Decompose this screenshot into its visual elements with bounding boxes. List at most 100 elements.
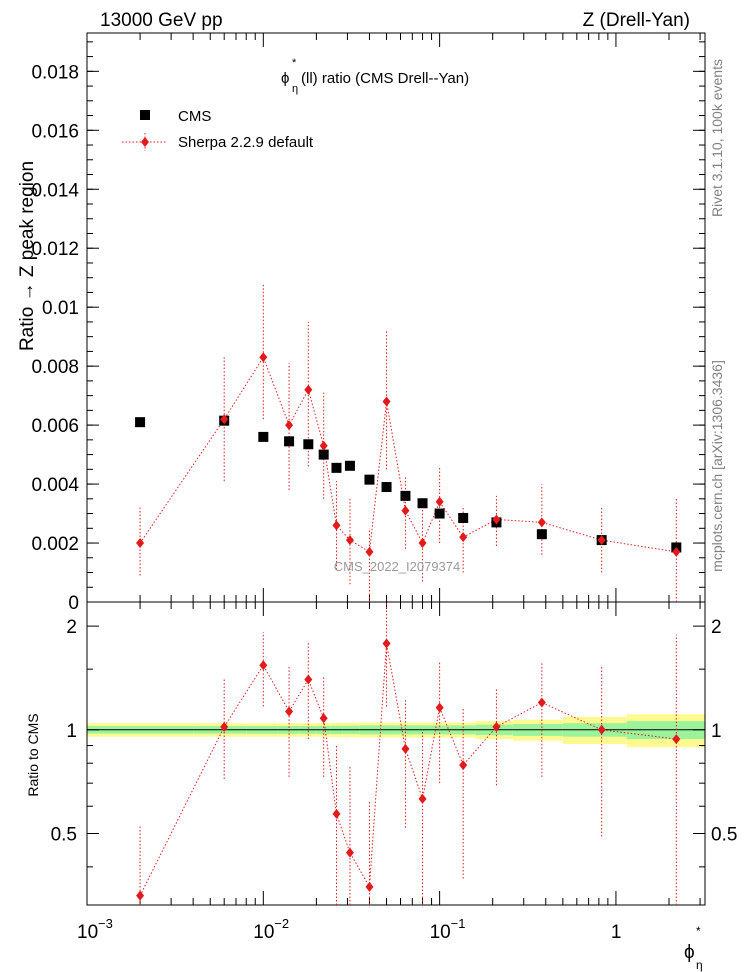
cms-point-10 [400, 490, 411, 501]
mc-ratio-line [139, 643, 677, 896]
sherpa-ratio-point-3 [285, 706, 294, 717]
ratio-bands [87, 714, 705, 748]
sherpa-point-12 [435, 496, 444, 507]
sherpa-point-4 [304, 384, 313, 395]
x-axis-sup: * [696, 924, 701, 938]
sherpa-point-8 [365, 546, 374, 557]
sherpa-ratio-point-13 [459, 760, 468, 771]
mcplots-label: mcplots.cern.ch [arXiv:1306.3436] [709, 360, 725, 572]
y-tick-label-1: 0.002 [31, 534, 79, 555]
sherpa-point-10 [401, 505, 410, 516]
legend-mc-label: Sherpa 2.2.9 default [178, 134, 314, 151]
ratio-tick-label-right-0: 0.5 [711, 824, 737, 845]
sherpa-point-1 [220, 414, 229, 425]
x-axis-sub: η [696, 958, 703, 972]
legend-cms-label: CMS [178, 108, 211, 125]
mc-markers [136, 352, 681, 901]
x-tick-label-2: 10 [430, 922, 451, 943]
ratio-tick-label-2: 2 [66, 617, 77, 638]
header-left: 13000 GeV pp [100, 10, 223, 31]
cms-point-5 [318, 449, 329, 460]
y-tick-label-3: 0.006 [31, 416, 79, 437]
y-tick-label-0: 0 [68, 593, 79, 614]
watermark: CMS_2022_I2079374 [334, 559, 461, 574]
sherpa-ratio-point-2 [259, 660, 268, 671]
sherpa-ratio-point-16 [597, 724, 606, 735]
x-tick-label-0: 10 [77, 922, 98, 943]
sherpa-point-13 [459, 532, 468, 543]
sherpa-point-0 [136, 538, 145, 549]
title-sub: η [292, 83, 298, 95]
sherpa-ratio-point-15 [537, 697, 546, 708]
mc-error-bars [139, 283, 677, 905]
main-grid-ticks: 0 0.002 0.004 0.006 0.008 0.01 0.012 0.014 0.016… [31, 33, 737, 943]
x-tick-label-1: 10 [253, 922, 274, 943]
title-rest: (ll) ratio (CMS Drell--Yan) [301, 70, 469, 87]
cms-point-4 [303, 439, 314, 450]
cms-point-9 [381, 482, 392, 493]
sherpa-ratio-point-8 [365, 881, 374, 892]
y-tick-label-4: 0.008 [31, 357, 79, 378]
x-tick-label-exp-1: −2 [274, 916, 289, 931]
sherpa-point-5 [319, 440, 328, 451]
sherpa-ratio-point-4 [304, 674, 313, 685]
x-axis-phi: ϕ [684, 942, 695, 963]
sherpa-point-9 [382, 396, 391, 407]
sherpa-ratio-point-7 [345, 847, 354, 858]
ratio-tick-label-right-1: 1 [711, 721, 722, 742]
sherpa-point-6 [332, 520, 341, 531]
rivet-label: Rivet 3.1.10, 100k events [709, 59, 725, 217]
cms-point-13 [458, 512, 469, 523]
x-tick-label-exp-2: −1 [451, 916, 466, 931]
x-tick-label-3: 1 [611, 922, 622, 943]
sherpa-ratio-point-9 [382, 638, 391, 649]
y-tick-label-9: 0.018 [31, 62, 79, 83]
y-tick-label-5: 0.01 [42, 298, 79, 319]
sherpa-ratio-point-1 [220, 721, 229, 732]
ratio-tick-label-right-2: 2 [711, 617, 722, 638]
x-axis-title: ϕ * η [684, 924, 703, 972]
sherpa-ratio-point-11 [418, 793, 427, 804]
ratio-tick-label-0: 0.5 [51, 824, 77, 845]
cms-point-12 [434, 508, 445, 519]
plot-title: ϕ * η (ll) ratio (CMS Drell--Yan) [281, 57, 469, 95]
sherpa-ratio-point-14 [492, 721, 501, 732]
legend-cms-marker [140, 110, 150, 120]
cms-point-15 [536, 529, 547, 540]
sherpa-point-11 [418, 538, 427, 549]
y-axis-label: Ratio → Z peak region [17, 161, 38, 351]
sherpa-point-7 [345, 535, 354, 546]
y-tick-label-7: 0.014 [31, 180, 79, 201]
sherpa-point-2 [259, 352, 268, 363]
mc-connecting-line [139, 356, 677, 553]
cms-point-0 [135, 417, 146, 428]
sherpa-ratio-point-5 [319, 713, 328, 724]
sherpa-ratio-point-10 [401, 743, 410, 754]
title-phi: ϕ [281, 70, 289, 87]
y-tick-label-6: 0.012 [31, 239, 79, 260]
x-tick-label-exp-0: −3 [98, 916, 113, 931]
ratio-y-axis-label: Ratio to CMS [25, 713, 41, 796]
ratio-tick-label-1: 1 [66, 721, 77, 742]
sherpa-point-16 [597, 535, 606, 546]
sherpa-ratio-point-0 [136, 890, 145, 901]
y-tick-label-2: 0.004 [31, 475, 79, 496]
y-tick-label-8: 0.016 [31, 121, 79, 142]
cms-point-11 [417, 498, 428, 509]
header-right: Z (Drell-Yan) [583, 10, 690, 31]
sherpa-point-15 [537, 517, 546, 528]
cms-point-3 [284, 436, 295, 447]
cms-point-6 [331, 462, 342, 473]
sherpa-point-14 [492, 514, 501, 525]
cms-point-8 [364, 474, 375, 485]
legend-mc-marker [141, 137, 149, 147]
cms-point-2 [258, 431, 269, 442]
sherpa-ratio-point-6 [332, 808, 341, 819]
title-sup: * [292, 57, 297, 69]
sherpa-point-17 [672, 546, 681, 557]
data-markers [135, 415, 682, 553]
sherpa-point-3 [285, 420, 294, 431]
ratio-panel-frame [86, 601, 706, 906]
sherpa-ratio-point-17 [672, 734, 681, 745]
sherpa-ratio-point-12 [435, 702, 444, 713]
